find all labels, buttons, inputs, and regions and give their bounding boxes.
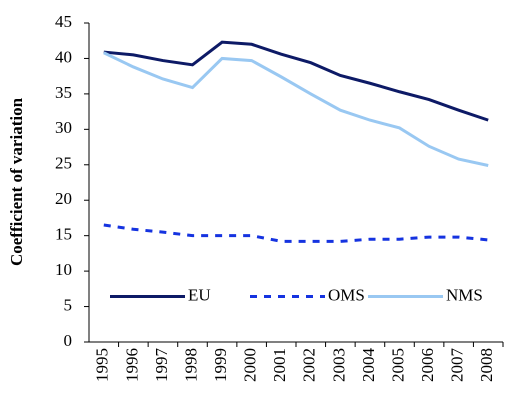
x-tick-label: 1999 [211, 348, 230, 382]
x-tick-label: 2003 [329, 348, 348, 382]
x-tick-label: 2008 [477, 348, 496, 382]
line [103, 40, 489, 122]
x-tick-label: 2007 [448, 348, 467, 383]
x-tick-label: 2006 [418, 348, 437, 382]
line [103, 223, 489, 243]
y-tick-label: 25 [55, 154, 72, 173]
x-tick-label: 2002 [300, 348, 319, 382]
y-tick-label: 40 [55, 47, 72, 66]
x-tick-label: 2005 [388, 348, 407, 382]
y-tick-label: 35 [55, 83, 72, 102]
x-tick-label: 2000 [241, 348, 260, 382]
legend-label: EU [188, 285, 211, 304]
legend-label: NMS [446, 285, 483, 304]
legend-label: OMS [328, 285, 365, 304]
line [103, 51, 489, 167]
x-tick-label: 2001 [270, 348, 289, 382]
x-tick-label: 1997 [152, 348, 171, 383]
y-axis-label: Coefficient of variation [7, 97, 26, 266]
y-tick-label: 30 [55, 118, 72, 137]
y-tick-label: 45 [55, 12, 72, 31]
x-tick-label: 1995 [93, 348, 112, 382]
y-tick-label: 5 [64, 295, 73, 314]
y-tick-label: 0 [64, 331, 73, 350]
y-tick-label: 15 [55, 225, 72, 244]
x-tick-label: 1998 [181, 348, 200, 382]
y-tick-label: 20 [55, 189, 72, 208]
y-tick-label: 10 [55, 260, 72, 279]
x-tick-label: 2004 [359, 348, 378, 383]
x-tick-label: 1996 [122, 348, 141, 382]
